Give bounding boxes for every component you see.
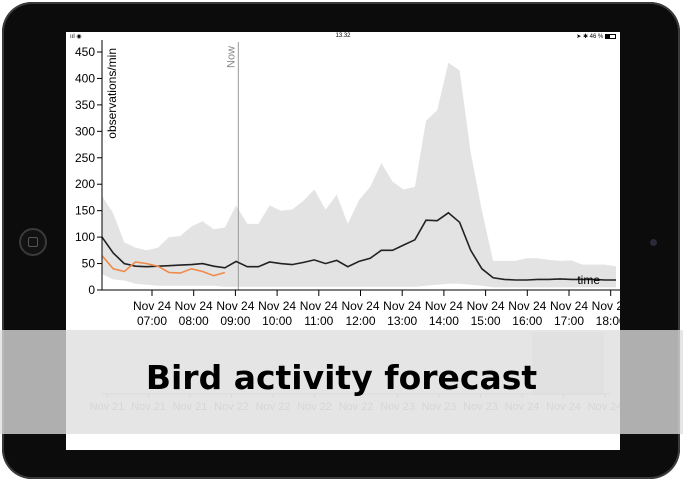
- x-tick-time: 12:00: [345, 314, 375, 328]
- x-tick-date: Nov 24: [592, 299, 620, 313]
- battery-icon: [605, 33, 616, 39]
- y-tick-label: 200: [75, 177, 95, 191]
- bluetooth-icon: ✱: [582, 34, 588, 40]
- front-camera: [650, 239, 657, 246]
- status-left: ııl ◉: [70, 33, 82, 40]
- status-right: ➤ ✱ 46 %: [576, 33, 616, 40]
- battery-level-fill: [606, 34, 611, 38]
- x-tick-time: 14:00: [429, 314, 459, 328]
- confidence-band: [102, 62, 616, 288]
- status-bar: ııl ◉ 13.32 ➤ ✱ 46 %: [66, 32, 620, 42]
- forecast-line: [101, 211, 616, 281]
- y-tick-label: 150: [75, 204, 95, 218]
- x-tick-date: Nov 24: [550, 299, 588, 313]
- x-axis-title: time: [577, 273, 600, 287]
- x-tick-time: 09:00: [220, 314, 250, 328]
- x-tick-date: Nov 24: [133, 299, 171, 313]
- x-tick-date: Nov 24: [258, 299, 296, 313]
- y-tick-label: 250: [75, 151, 95, 165]
- y-tick-label: 350: [75, 98, 95, 112]
- x-tick-date: Nov 24: [175, 299, 213, 313]
- banner-title: Bird activity forecast: [145, 358, 538, 397]
- cell-signal-icon: ııl: [70, 34, 75, 40]
- y-tick-label: 300: [75, 124, 95, 138]
- x-tick-time: 18:00: [596, 314, 620, 328]
- x-tick-date: Nov 24: [383, 299, 421, 313]
- y-tick-label: 50: [82, 257, 96, 271]
- y-axis-title: observations/min: [105, 48, 119, 139]
- battery-percent: 46 %: [589, 34, 604, 40]
- x-tick-date: Nov 24: [508, 299, 546, 313]
- x-tick-time: 17:00: [554, 314, 584, 328]
- now-label: Now: [225, 46, 237, 68]
- x-tick-time: 13:00: [387, 314, 417, 328]
- home-button-square-icon: [28, 237, 38, 247]
- x-tick-date: Nov 24: [300, 299, 338, 313]
- location-arrow-icon: ➤: [576, 34, 582, 40]
- x-tick-time: 16:00: [512, 314, 542, 328]
- y-tick-label: 100: [75, 230, 95, 244]
- x-tick-date: Nov 24: [216, 299, 254, 313]
- x-tick-time: 07:00: [137, 314, 167, 328]
- status-time: 13.32: [335, 33, 351, 39]
- y-tick-label: 450: [75, 45, 95, 59]
- wifi-icon: ◉: [76, 34, 82, 40]
- y-tick-label: 0: [88, 283, 95, 297]
- y-tick-label: 400: [75, 71, 95, 85]
- home-button[interactable]: [19, 228, 47, 256]
- observed-line: [101, 255, 226, 277]
- x-tick-time: 10:00: [262, 314, 292, 328]
- x-tick-time: 11:00: [304, 314, 333, 328]
- x-tick-time: 15:00: [471, 314, 501, 328]
- title-banner: [0, 330, 683, 434]
- x-tick-date: Nov 24: [341, 299, 379, 313]
- x-tick-time: 08:00: [179, 314, 209, 328]
- x-tick-date: Nov 24: [425, 299, 463, 313]
- x-tick-date: Nov 24: [467, 299, 505, 313]
